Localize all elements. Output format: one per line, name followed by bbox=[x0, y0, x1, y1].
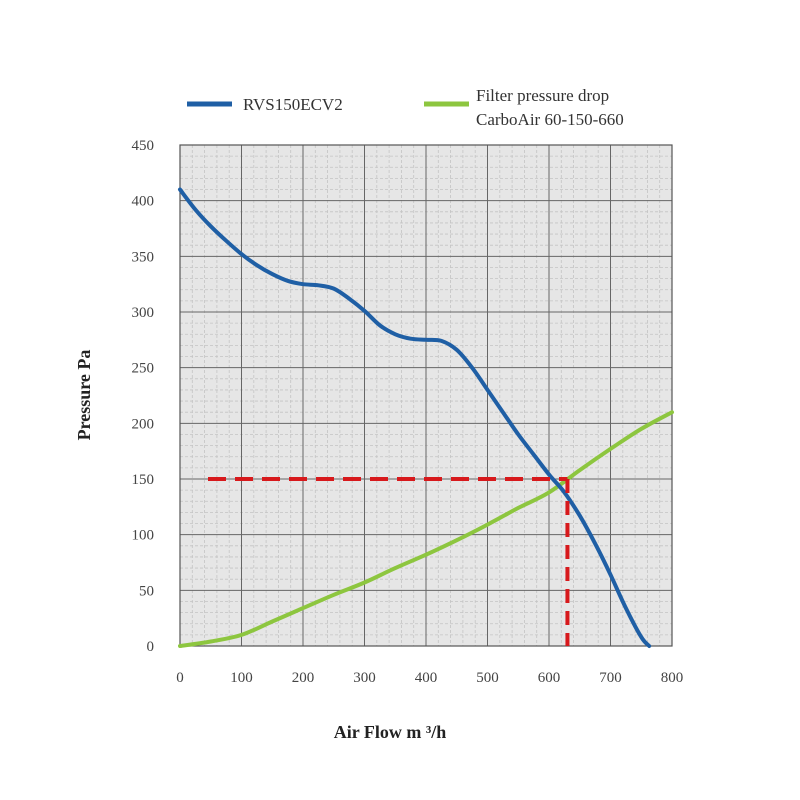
x-tick-label: 100 bbox=[230, 670, 253, 686]
y-tick-label: 300 bbox=[132, 305, 155, 321]
y-tick-label: 100 bbox=[132, 528, 155, 544]
legend-label-line: CarboAir 60-150-660 bbox=[476, 110, 624, 129]
x-tick-label: 300 bbox=[353, 670, 376, 686]
y-tick-label: 450 bbox=[132, 138, 155, 154]
series-line-filter-pressure-drop bbox=[178, 410, 674, 648]
legend: RVS150ECV2 Filter pressure drop CarboAir … bbox=[187, 86, 624, 129]
y-tick-label: 350 bbox=[132, 249, 155, 265]
y-tick-label: 250 bbox=[132, 361, 155, 377]
legend-label-line: Filter pressure drop bbox=[476, 86, 609, 105]
y-tick-label: 0 bbox=[147, 639, 155, 655]
y-axis-title: Pressure Pa bbox=[74, 350, 94, 441]
x-tick-label: 400 bbox=[415, 670, 438, 686]
series-layer bbox=[178, 187, 674, 648]
plot-frame bbox=[179, 144, 673, 647]
series-line-rvs150ecv2 bbox=[178, 187, 652, 648]
x-axis-title: Air Flow m ³/h bbox=[334, 722, 447, 742]
x-tick-label: 700 bbox=[599, 670, 622, 686]
x-tick-label: 500 bbox=[476, 670, 499, 686]
operating-point-lines bbox=[208, 477, 570, 646]
x-tick-label: 0 bbox=[176, 670, 184, 686]
y-tick-label: 50 bbox=[139, 583, 154, 599]
x-tick-label: 600 bbox=[538, 670, 561, 686]
y-tick-label: 200 bbox=[132, 416, 155, 432]
y-tick-label: 400 bbox=[132, 194, 155, 210]
legend-label-filter: Filter pressure drop CarboAir 60-150-660 bbox=[476, 86, 624, 129]
legend-label-rvs150ecv2: RVS150ECV2 bbox=[243, 95, 343, 114]
x-tick-labels: 0 100 200 300 400 500 600 700 800 bbox=[176, 670, 683, 686]
y-tick-labels: 0 50 100 150 200 250 300 350 400 450 bbox=[132, 138, 155, 655]
y-tick-label: 150 bbox=[132, 472, 155, 488]
x-tick-label: 800 bbox=[661, 670, 684, 686]
legend-label-line: RVS150ECV2 bbox=[243, 95, 343, 114]
x-tick-label: 200 bbox=[292, 670, 315, 686]
